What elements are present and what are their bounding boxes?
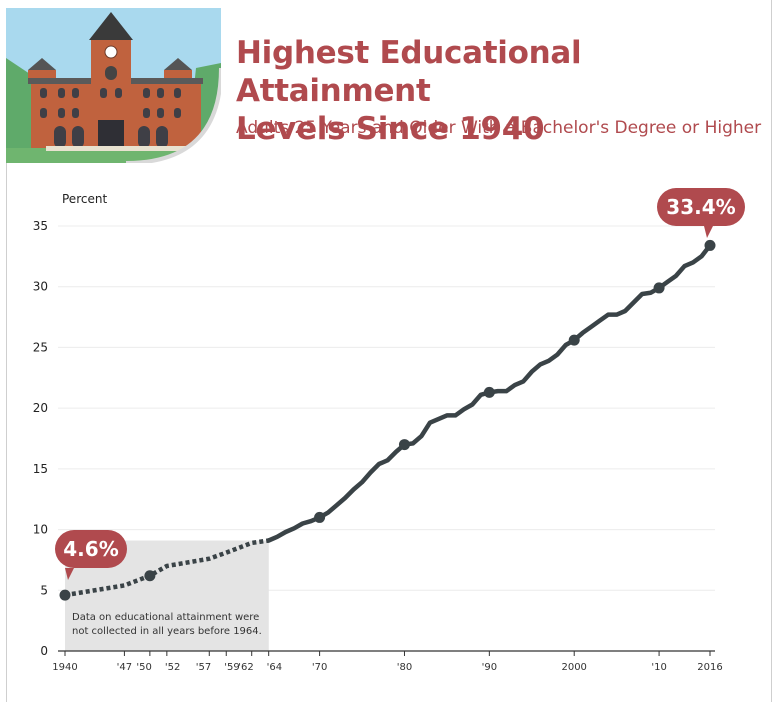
x-tick-label: 2016 xyxy=(697,662,722,673)
y-tick-label: 30 xyxy=(33,280,48,294)
note-line-2: not collected in all years before 1964. xyxy=(72,626,262,637)
marker-layer xyxy=(59,239,716,601)
page-subtitle: Adults 25 Years and Older With a Bachelo… xyxy=(236,118,762,138)
x-tick-label: '59 xyxy=(224,662,239,673)
series-line-before-1964 xyxy=(64,538,270,598)
data-point-marker xyxy=(144,570,156,582)
y-axis-title: Percent xyxy=(62,192,107,206)
y-tick-label: 10 xyxy=(33,523,48,537)
frame-left-border xyxy=(6,160,7,702)
note-line-1: Data on educational attainment were xyxy=(72,612,259,623)
attainment-line-chart: Percent 0 5 10 15 20 25 30 35 1940 '47 '50 '52 '57 '5… xyxy=(33,188,745,673)
x-tick-label: '47 xyxy=(117,662,132,673)
data-point-marker xyxy=(653,282,665,294)
y-tick-label: 0 xyxy=(40,644,48,658)
y-tick-label: 35 xyxy=(33,219,48,233)
x-tick-label: '64 xyxy=(267,662,282,673)
x-tick-label: '70 xyxy=(312,662,327,673)
x-tick-label: '52 xyxy=(165,662,180,673)
axis-layer: Percent 0 5 10 15 20 25 30 35 1940 '47 '50 '52 '57 '5… xyxy=(33,192,723,673)
x-tick-label: '90 xyxy=(482,662,497,673)
end-value-label: 33.4% xyxy=(666,195,735,219)
x-tick-label: '50 xyxy=(136,662,151,673)
y-tick-label: 15 xyxy=(33,462,48,476)
x-tick-label: '80 xyxy=(397,662,412,673)
y-tick-label: 25 xyxy=(33,340,48,354)
courthouse-illustration xyxy=(6,8,221,163)
x-tick-label: '57 xyxy=(196,662,211,673)
x-tick-label: '62 xyxy=(238,662,253,673)
end-value-callout xyxy=(657,188,745,238)
data-point-marker xyxy=(704,239,716,251)
y-tick-label: 5 xyxy=(40,583,48,597)
x-tick-label: 2000 xyxy=(561,662,586,673)
annotation-layer: Data on educational attainment were not … xyxy=(55,188,745,637)
start-value-callout xyxy=(55,530,127,580)
x-tick-label: 1940 xyxy=(52,662,77,673)
data-point-marker xyxy=(59,589,71,601)
y-tick-label: 20 xyxy=(33,401,48,415)
data-point-marker xyxy=(314,511,326,523)
x-tick-label: '10 xyxy=(651,662,666,673)
start-value-label: 4.6% xyxy=(63,537,118,561)
data-point-marker xyxy=(568,334,580,346)
data-point-marker xyxy=(398,439,410,451)
data-point-marker xyxy=(483,386,495,398)
page-title: Highest Educational Attainment Levels Si… xyxy=(236,35,582,147)
frame-right-border xyxy=(771,0,772,702)
